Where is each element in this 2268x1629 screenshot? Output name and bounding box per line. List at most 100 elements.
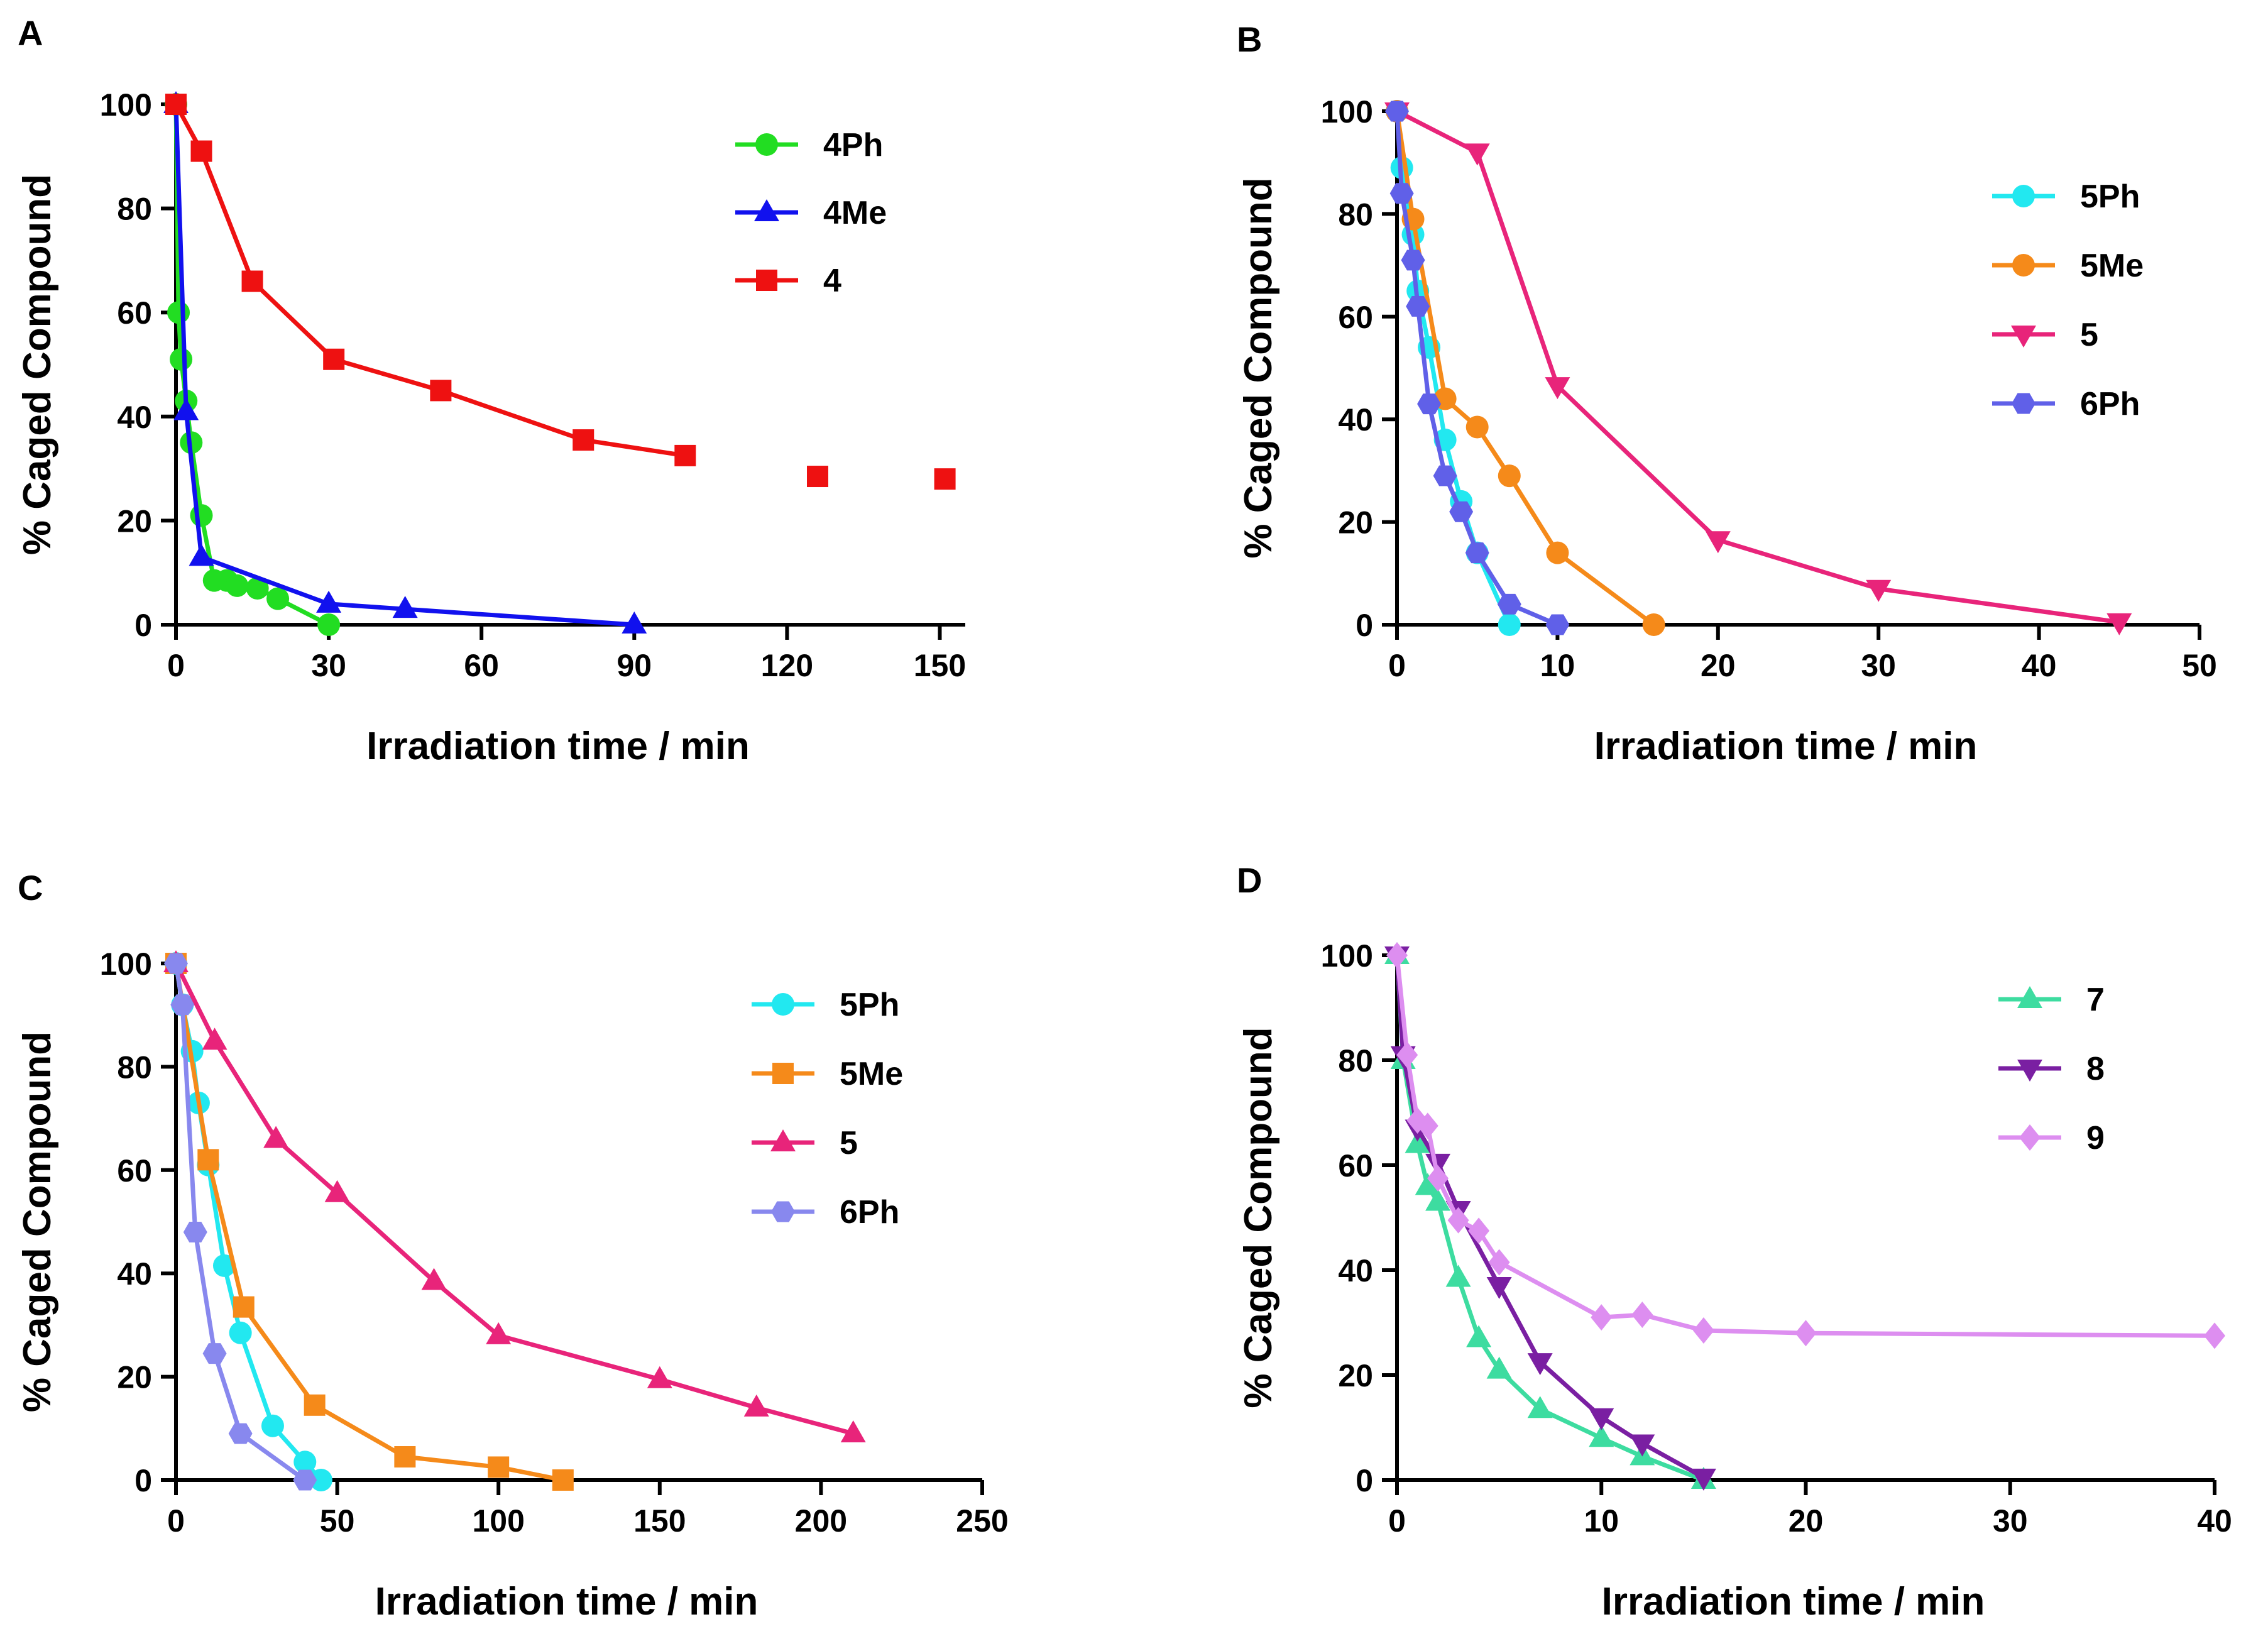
y-tick-label: 80	[1338, 1043, 1373, 1078]
data-point	[229, 1321, 252, 1344]
data-point	[246, 577, 269, 600]
data-point	[2106, 613, 2132, 635]
series-line	[173, 104, 635, 627]
data-point	[1690, 1468, 1716, 1491]
series-line	[173, 962, 854, 1436]
data-point	[170, 348, 193, 371]
legend-label: 6Ph	[840, 1194, 899, 1231]
x-tick-label: 0	[1388, 648, 1406, 683]
data-point	[2204, 1322, 2225, 1349]
data-point	[189, 544, 214, 566]
y-tick-label: 100	[1321, 94, 1373, 129]
y-tick-label: 40	[1338, 402, 1373, 437]
y-tick-label: 0	[134, 1463, 152, 1498]
series-line	[1396, 109, 2120, 625]
legend-entry: 9	[1998, 1120, 2105, 1156]
data-point	[1465, 415, 1489, 439]
data-point	[1705, 531, 1731, 554]
chart-panel-a: A 0 30 60 90 120 150 0 20 40 60 80 100 Irradiation ti…	[16, 13, 966, 768]
data-point	[840, 1420, 866, 1443]
y-tick-label: 60	[1338, 300, 1373, 335]
series-line	[1394, 111, 1559, 627]
data-point	[1464, 143, 1490, 166]
data-point	[1527, 1396, 1553, 1418]
y-tick-label: 40	[117, 1256, 152, 1292]
legend-label: 4Me	[823, 195, 887, 231]
y-tick-label: 60	[1338, 1148, 1373, 1183]
series-5me	[165, 953, 574, 1491]
data-point	[488, 1456, 510, 1478]
legend-label: 5Me	[840, 1056, 903, 1092]
chart-panel-c: C 0 50 100 150 200 250 0 20 40 60 80 100 Irradiation …	[16, 868, 1009, 1623]
data-point	[1630, 1434, 1655, 1457]
data-point	[1545, 377, 1570, 400]
data-point	[1389, 183, 1414, 204]
legend-entry: 6Ph	[752, 1194, 899, 1231]
data-point	[1465, 542, 1489, 564]
data-point	[190, 140, 212, 162]
data-point	[1417, 393, 1442, 415]
series-4me	[163, 91, 647, 634]
legend-marker	[2012, 393, 2035, 414]
x-tick-label: 150	[914, 648, 966, 683]
legend-marker	[754, 199, 779, 221]
x-tick-label: 20	[1701, 648, 1736, 683]
legend-label: 5Ph	[2080, 178, 2140, 215]
legend-entry: 4Ph	[735, 127, 883, 163]
x-tick-label: 50	[2182, 648, 2217, 683]
legend-marker	[756, 270, 777, 291]
data-point	[167, 301, 190, 324]
y-tick-label: 20	[1338, 505, 1373, 540]
legend-entry: 5Me	[752, 1056, 903, 1092]
legend-marker	[2017, 1060, 2042, 1082]
data-point	[1631, 1301, 1653, 1328]
y-tick-label: 40	[117, 400, 152, 435]
x-tick-label: 40	[2022, 648, 2057, 683]
data-point	[164, 953, 188, 974]
y-tick-label: 100	[100, 946, 152, 982]
x-tick-label: 30	[1861, 648, 1896, 683]
legend-label: 4Ph	[823, 127, 883, 163]
x-axis-title: Irradiation time / min	[375, 1580, 759, 1623]
chart-panel-d: D 0 10 20 30 40 0 20 40 60 80 100 Irradiation time /…	[1237, 860, 2232, 1623]
data-point	[1416, 1112, 1438, 1139]
data-point	[1642, 613, 1665, 636]
x-tick-label: 10	[1540, 648, 1575, 683]
data-point	[233, 1296, 255, 1318]
data-point	[1449, 501, 1474, 522]
legend-label: 4	[823, 263, 841, 299]
y-tick-label: 0	[1356, 1463, 1373, 1498]
x-tick-label: 30	[311, 648, 346, 683]
legend-label: 9	[2086, 1120, 2105, 1156]
panel-letter: D	[1237, 860, 1262, 900]
data-point	[1447, 1207, 1469, 1234]
data-point	[261, 1414, 284, 1437]
y-axis-title: % Caged Compound	[16, 1031, 59, 1412]
data-point	[1488, 1249, 1510, 1276]
x-tick-label: 150	[633, 1503, 686, 1538]
panel-letter: A	[18, 13, 43, 53]
data-point	[1466, 1325, 1492, 1347]
y-tick-label: 80	[117, 1050, 152, 1085]
data-point	[263, 1126, 289, 1148]
legend-marker	[2017, 986, 2042, 1008]
data-point	[1546, 541, 1569, 564]
panel-letter: B	[1237, 19, 1262, 59]
data-point	[183, 1221, 207, 1242]
data-point	[1468, 1217, 1490, 1244]
legend-label: 7	[2086, 982, 2105, 1018]
data-point	[1401, 250, 1425, 271]
data-point	[1545, 614, 1570, 635]
y-tick-label: 100	[100, 87, 152, 123]
x-tick-label: 0	[167, 1503, 185, 1538]
data-point	[392, 596, 418, 618]
data-point	[1866, 579, 1892, 602]
data-point	[293, 1469, 317, 1491]
data-point	[1497, 593, 1521, 615]
data-point	[1498, 464, 1521, 488]
data-point	[572, 429, 594, 451]
x-axis-title: Irradiation time / min	[366, 725, 750, 768]
x-tick-label: 0	[167, 648, 185, 683]
legend-label: 8	[2086, 1051, 2105, 1087]
y-tick-label: 0	[1356, 608, 1373, 643]
